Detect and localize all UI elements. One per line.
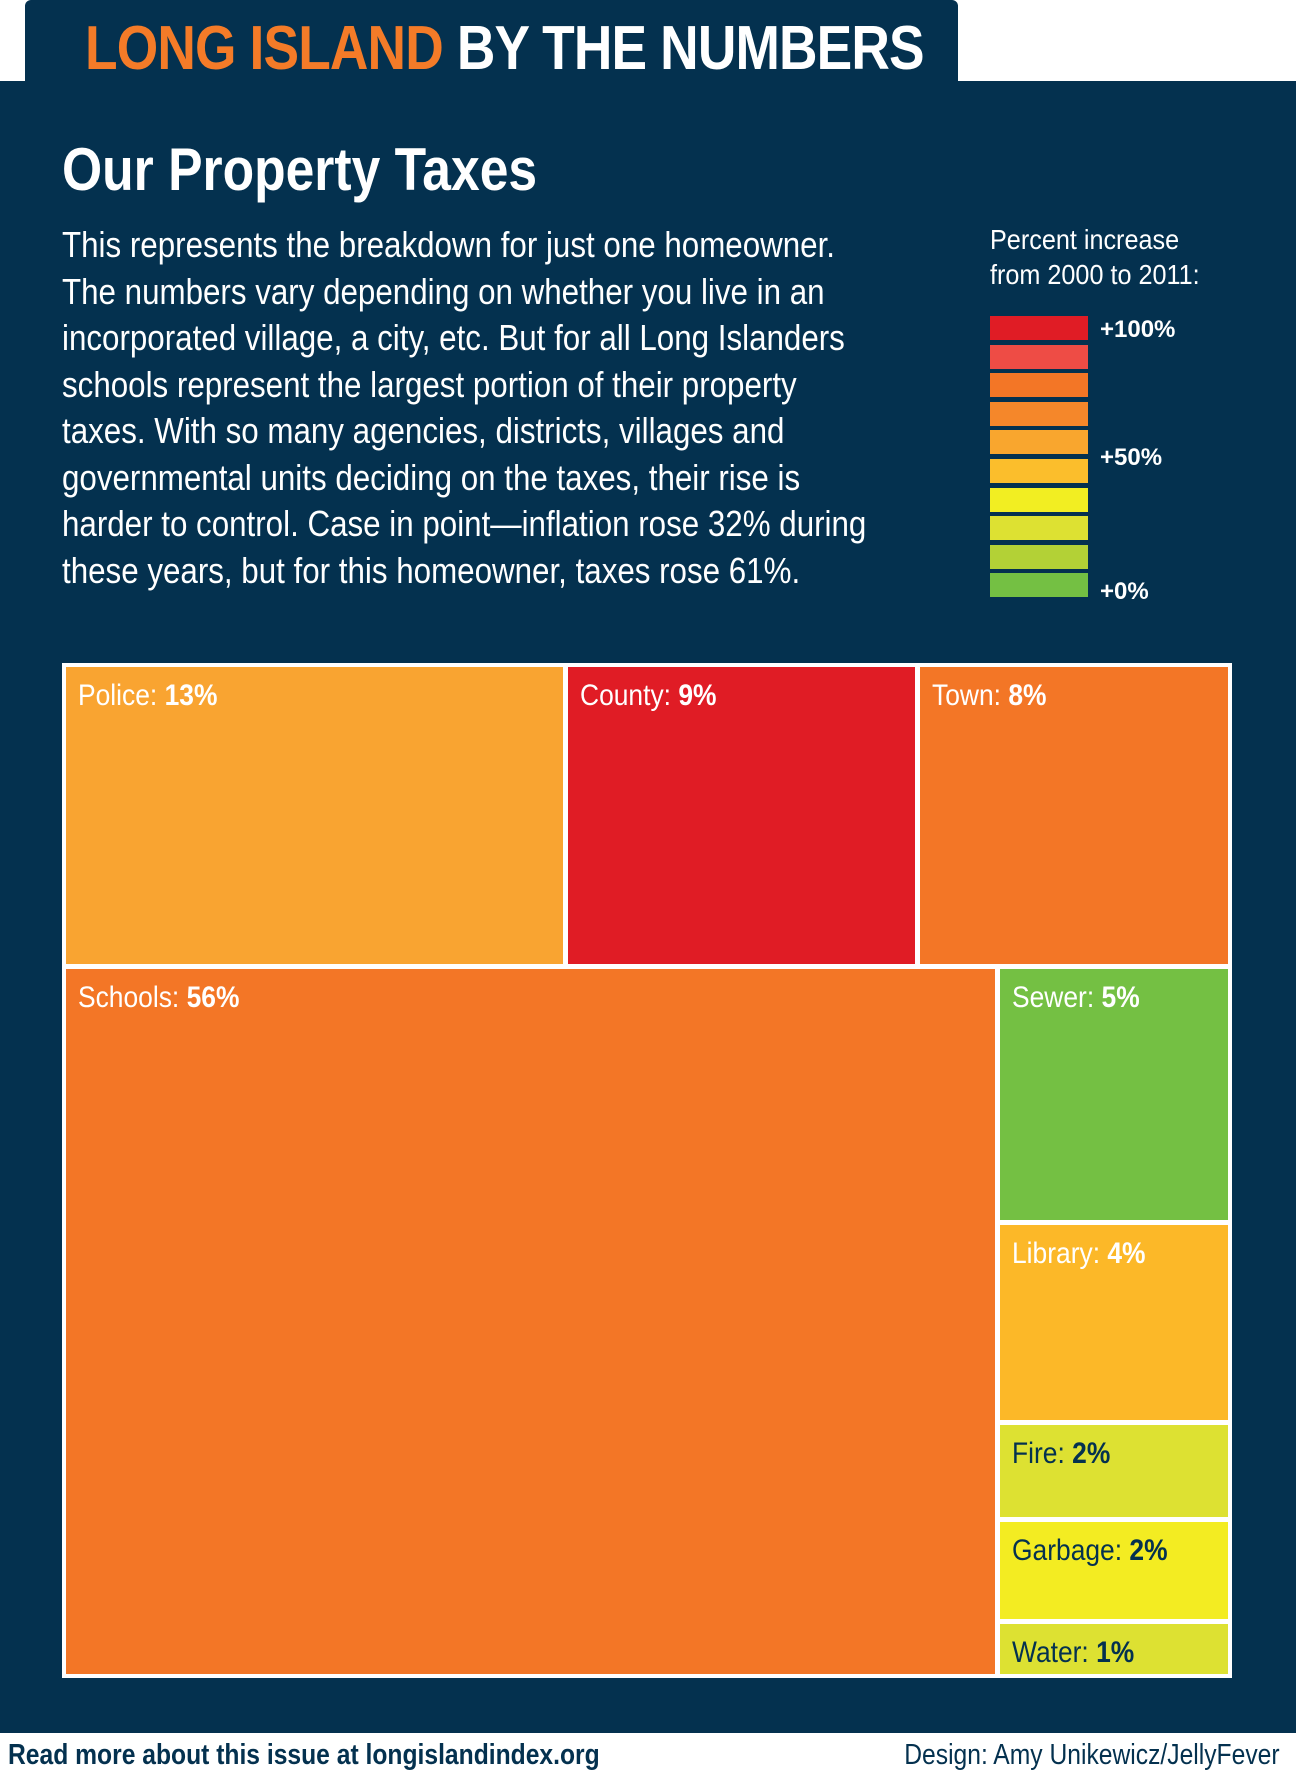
tile-label: County: 9% (580, 679, 716, 713)
tile-label: Sewer: 5% (1012, 981, 1140, 1015)
legend-title: Percent increase from 2000 to 2011: (990, 222, 1242, 292)
tile-label: Library: 4% (1012, 1237, 1146, 1271)
legend-swatch (990, 487, 1088, 512)
tile-label: Police: 13% (78, 679, 217, 713)
tile-share: 4% (1107, 1237, 1146, 1270)
tile-label: Water: 1% (1012, 1636, 1134, 1670)
intro-line: incorporated village, a city, etc. But f… (62, 317, 845, 358)
legend-swatch (990, 373, 1088, 398)
tile-share: 56% (186, 981, 240, 1014)
legend-swatch (990, 430, 1088, 455)
section-title: Our Property Taxes (62, 136, 538, 203)
intro-paragraph: This represents the breakdown for just o… (62, 222, 1002, 594)
tile-share: 8% (1008, 679, 1047, 712)
tile-share: 9% (678, 679, 717, 712)
title-tab: LONG ISLAND BY THE NUMBERS (25, 0, 958, 82)
intro-line: harder to control. Case in point—inflati… (62, 503, 867, 544)
tile-category: Library: (1012, 1237, 1108, 1270)
legend-title-line: from 2000 to 2011: (990, 259, 1200, 290)
header-title-highlight: LONG ISLAND (85, 14, 444, 83)
header-title-rest: BY THE NUMBERS (456, 14, 925, 83)
tile-share: 2% (1072, 1437, 1111, 1470)
tile-town: Town: 8% (916, 663, 1232, 968)
property-tax-treemap: Police: 13% County: 9% Town: 8% Schools: 56… (62, 663, 1232, 1678)
intro-line: The numbers vary depending on whether yo… (62, 270, 825, 312)
intro-line: taxes. With so many agencies, districts,… (62, 410, 785, 451)
tile-garbage: Garbage: 2% (996, 1518, 1232, 1623)
legend-swatch (990, 401, 1088, 426)
tile-library: Library: 4% (996, 1221, 1232, 1424)
tile-category: Water: (1012, 1636, 1097, 1669)
tile-fire: Fire: 2% (996, 1421, 1232, 1521)
legend-swatch (990, 316, 1088, 340)
legend-title-line: Percent increase (990, 224, 1180, 255)
tile-share: 1% (1096, 1636, 1135, 1669)
tile-category: Garbage: (1012, 1534, 1130, 1567)
header-title: LONG ISLAND BY THE NUMBERS (85, 18, 925, 80)
tile-category: Fire: (1012, 1437, 1073, 1470)
tile-category: Sewer: (1012, 981, 1102, 1014)
intro-line: schools represent the largest portion of… (62, 363, 797, 405)
legend-swatch (990, 573, 1088, 598)
tile-share: 5% (1101, 981, 1140, 1014)
tile-category: County: (580, 679, 679, 712)
intro-line: This represents the breakdown for just o… (62, 224, 835, 265)
legend-swatch (990, 516, 1088, 541)
tile-label: Garbage: 2% (1012, 1534, 1168, 1568)
tile-category: Schools: (78, 981, 187, 1014)
legend-swatch (990, 544, 1088, 569)
tile-schools: Schools: 56% (62, 965, 999, 1678)
tile-share: 2% (1129, 1534, 1168, 1567)
legend-label-mid: +50% (1100, 444, 1163, 471)
intro-line: these years, but for this homeowner, tax… (62, 549, 801, 591)
legend-label-low: +0% (1100, 578, 1149, 605)
tile-label: Fire: 2% (1012, 1437, 1110, 1471)
tile-sewer: Sewer: 5% (996, 965, 1232, 1224)
legend-label-high: +100% (1100, 316, 1176, 343)
tile-water: Water: 1% (996, 1620, 1232, 1678)
design-credit: Design: Amy Unikewicz/JellyFever (904, 1739, 1280, 1771)
tile-police: Police: 13% (62, 663, 567, 968)
tile-category: Police: (78, 679, 165, 712)
legend-swatch (990, 459, 1088, 483)
intro-line: governmental units deciding on the taxes… (62, 456, 801, 498)
tile-county: County: 9% (564, 663, 919, 968)
tile-share: 13% (164, 679, 218, 712)
tile-label: Town: 8% (932, 679, 1046, 713)
tile-category: Town: (932, 679, 1009, 712)
tile-label: Schools: 56% (78, 981, 239, 1015)
footer-link[interactable]: Read more about this issue at longisland… (8, 1739, 600, 1771)
legend-swatch (990, 344, 1088, 369)
